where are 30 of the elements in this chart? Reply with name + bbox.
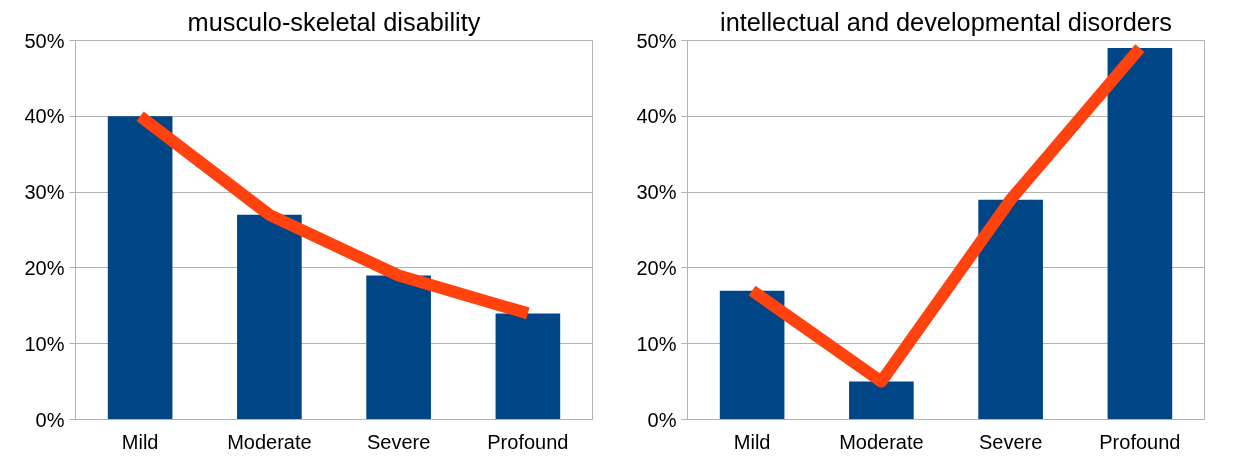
x-tick-label: Moderate (839, 430, 924, 453)
y-tick-label: 40% (636, 105, 677, 128)
y-tick-label: 20% (24, 256, 65, 279)
y-tick-label: 30% (24, 181, 65, 204)
x-tick-label: Profound (1099, 430, 1181, 453)
y-tick-label: 0% (35, 408, 65, 431)
bar (978, 199, 1043, 420)
y-tick-label: 10% (636, 332, 677, 355)
x-tick-label: Severe (366, 430, 431, 453)
y-tick-label: 40% (24, 105, 65, 128)
y-tick-label: 20% (636, 256, 677, 279)
y-tick-label: 10% (24, 332, 65, 355)
x-tick-label: Profound (487, 430, 569, 453)
y-tick-label: 30% (636, 181, 677, 204)
x-tick-label: Severe (978, 430, 1043, 453)
y-tick-label: 0% (647, 408, 677, 431)
bar (495, 313, 561, 420)
x-tick-label: Mild (733, 430, 771, 453)
bar (366, 275, 431, 420)
x-tick-label: Mild (121, 430, 159, 453)
chart-title: intellectual and developmental disorders (720, 7, 1172, 36)
bar (237, 214, 302, 420)
y-tick-label: 50% (24, 29, 65, 52)
y-tick-label: 50% (636, 29, 677, 52)
bar (1107, 48, 1173, 420)
x-tick-label: Moderate (227, 430, 312, 453)
bar (719, 290, 785, 420)
bar (849, 381, 914, 420)
chart-title: musculo-skeletal disability (187, 7, 481, 36)
bar (107, 116, 173, 420)
